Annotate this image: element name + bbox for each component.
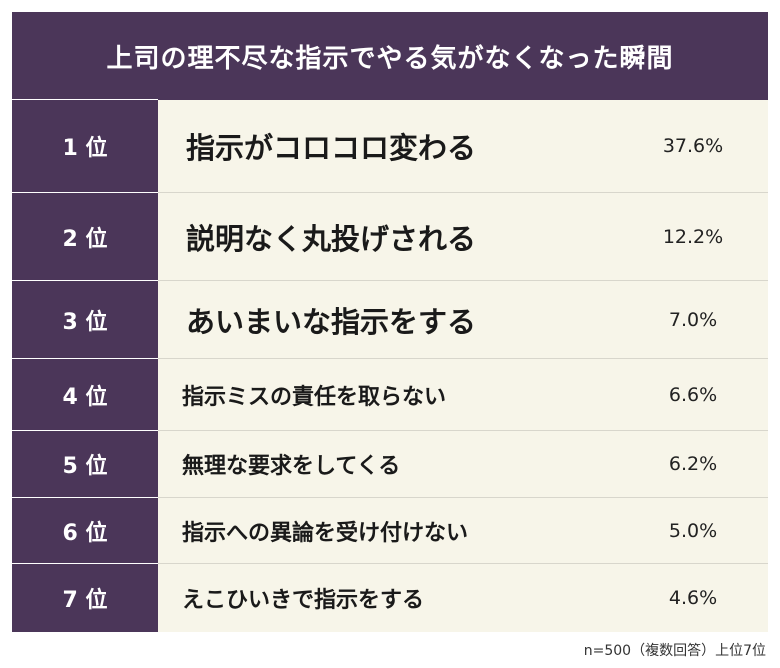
rank-cell: 3 位: [12, 280, 158, 358]
percent-cell: 5.0%: [668, 519, 718, 542]
percent-cell: 6.6%: [668, 383, 718, 406]
rank-cell: 4 位: [12, 358, 158, 430]
table-title: 上司の理不尽な指示でやる気がなくなった瞬間: [12, 12, 768, 100]
ranking-table: 上司の理不尽な指示でやる気がなくなった瞬間 1 位指示がコロコロ変わる 37.6%…: [12, 12, 768, 632]
rank-cell: 5 位: [12, 430, 158, 497]
table-row: 6 位指示への異論を受け付けない 5.0%: [12, 497, 768, 563]
label-cell: 無理な要求をしてくる: [182, 454, 401, 479]
rank-cell: 1 位: [12, 99, 158, 192]
label-cell: 説明なく丸投げされる: [186, 221, 477, 256]
rank-cell: 7 位: [12, 563, 158, 632]
percent-cell: 6.2%: [668, 453, 718, 475]
label-cell: 指示ミスの責任を取らない: [182, 384, 447, 410]
label-cell: えこひいきで指示をする: [182, 588, 425, 613]
table-body: 1 位指示がコロコロ変わる 37.6% 2 位説明なく丸投げされる 12.2% 3 位あ…: [12, 99, 768, 632]
table-row: 7 位えこひいきで指示をする 4.6%: [12, 563, 768, 632]
table-row: 1 位指示がコロコロ変わる 37.6%: [12, 99, 768, 192]
rank-cell: 6 位: [12, 497, 158, 563]
table-row: 4 位指示ミスの責任を取らない 6.6%: [12, 358, 768, 430]
table-row: 2 位説明なく丸投げされる 12.2%: [12, 192, 768, 280]
percent-cell: 4.6%: [668, 587, 718, 609]
table-row: 5 位無理な要求をしてくる 6.2%: [12, 430, 768, 497]
percent-cell: 37.6%: [662, 135, 724, 157]
label-cell: あいまいな指示をする: [186, 304, 477, 339]
label-cell: 指示がコロコロ変わる: [186, 131, 477, 165]
rank-cell: 2 位: [12, 192, 158, 280]
percent-cell: 12.2%: [662, 225, 724, 248]
table-row: 3 位あいまいな指示をする 7.0%: [12, 280, 768, 358]
footnote: n=500（複数回答）上位7位: [583, 643, 766, 659]
percent-cell: 7.0%: [668, 308, 718, 331]
label-cell: 指示への異論を受け付けない: [182, 520, 469, 546]
